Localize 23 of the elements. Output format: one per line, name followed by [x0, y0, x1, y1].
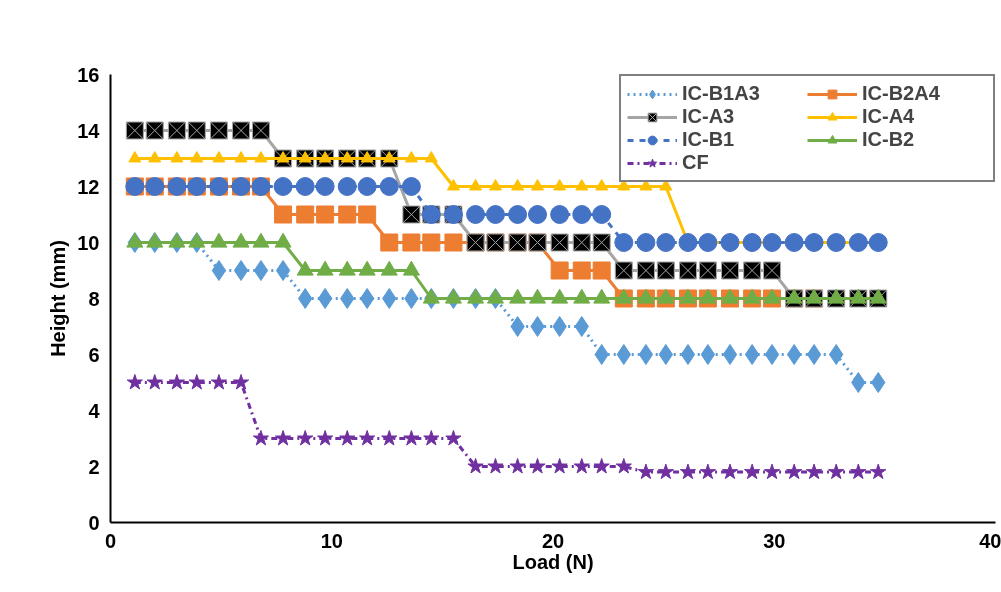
- legend-label: IC-B1A3: [682, 82, 761, 105]
- x-tick-label: 0: [104, 529, 117, 552]
- y-tick-label: 14: [77, 119, 101, 142]
- y-tick-label: 0: [88, 511, 100, 534]
- y-axis-title: Height (mm): [47, 240, 70, 357]
- legend-label: IC-A4: [862, 105, 916, 128]
- y-tick-label: 6: [88, 343, 100, 366]
- y-tick-label: 16: [77, 63, 100, 86]
- legend-label: IC-B2: [862, 128, 916, 151]
- y-tick-label: 12: [77, 175, 100, 198]
- x-tick-label: 10: [320, 529, 343, 552]
- legend-label: IC-A3: [682, 105, 736, 128]
- x-tick-label: 40: [979, 529, 1001, 552]
- legend-label: IC-B2A4: [862, 82, 941, 105]
- x-tick-label: 20: [541, 529, 565, 552]
- x-tick-label: 30: [763, 529, 786, 552]
- y-tick-label: 4: [88, 399, 101, 422]
- x-axis-title: Load (N): [512, 550, 594, 573]
- y-tick-label: 8: [88, 287, 100, 310]
- legend-label: CF: [682, 151, 710, 174]
- legend-label: IC-B1: [682, 128, 736, 151]
- y-tick-label: 2: [88, 455, 100, 478]
- y-tick-label: 10: [77, 231, 100, 254]
